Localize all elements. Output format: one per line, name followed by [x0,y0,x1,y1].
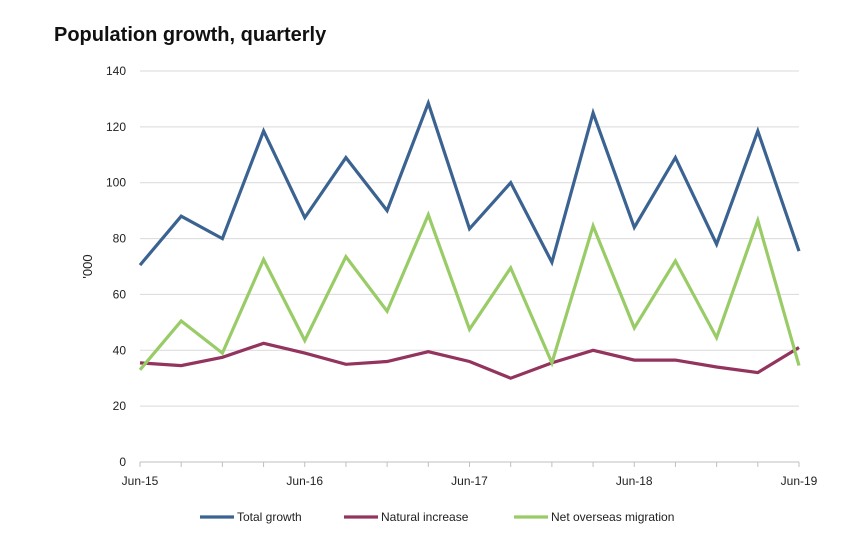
y-tick-label: 100 [106,176,126,190]
legend-label: Total growth [237,510,302,524]
y-tick-label: 40 [113,343,127,357]
x-tick-labels: Jun-15 Jun-16 Jun-17 Jun-18 Jun-19 [122,474,818,488]
series-line-1 [138,98,801,267]
series-lines [138,98,801,380]
gridlines [140,70,799,407]
y-tick-label: 120 [106,120,126,134]
y-tick-label: 20 [113,399,127,413]
y-axis-label: '000 [80,254,95,278]
x-tick-label: Jun-17 [451,474,488,488]
y-tick-label: 140 [106,64,126,78]
chart-title: Population growth, quarterly [54,24,327,46]
legend: Total growth Natural increase Net overseas… [200,510,674,524]
y-tick-label: 80 [113,232,127,246]
series-line-3 [138,210,801,371]
y-tick-label: 60 [113,287,127,301]
series-line-2 [139,341,800,380]
x-tick-label: Jun-19 [781,474,818,488]
x-tick-label: Jun-15 [122,474,159,488]
x-tick-label: Jun-18 [616,474,653,488]
axes [139,461,800,467]
y-tick-label: 0 [119,455,126,469]
legend-label: Net overseas migration [551,510,674,524]
legend-label: Natural increase [381,510,469,524]
x-tick-label: Jun-16 [286,474,323,488]
y-tick-labels: 0 20 40 60 80 100 120 140 [106,64,126,469]
